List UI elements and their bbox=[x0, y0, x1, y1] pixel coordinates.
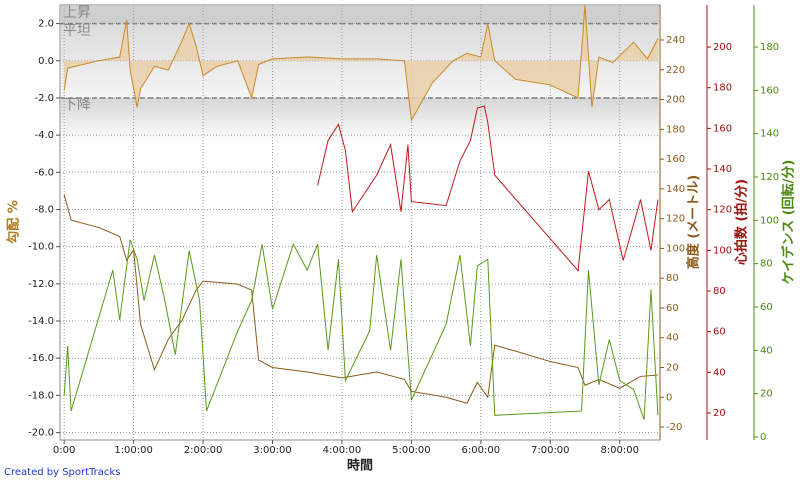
y2-tick-label: 80 bbox=[666, 273, 679, 284]
y3-tick-label: 60 bbox=[713, 327, 726, 338]
y3-tick-label: 80 bbox=[713, 286, 726, 297]
y3-tick-label: 160 bbox=[713, 123, 732, 134]
x-tick-label: 1:00:00 bbox=[114, 445, 153, 456]
y3-tick-label: 20 bbox=[713, 408, 726, 419]
zone-label: 下降 bbox=[63, 97, 91, 113]
y-tick-label: -2.0 bbox=[34, 93, 54, 104]
x-tick-label: 2:00:00 bbox=[184, 445, 223, 456]
y4-tick-label: 80 bbox=[760, 259, 773, 270]
y2-tick-label: 220 bbox=[666, 65, 685, 76]
y2-tick-label: 20 bbox=[666, 363, 679, 374]
y4-tick-label: 0 bbox=[760, 432, 766, 443]
y2-tick-label: 120 bbox=[666, 214, 685, 225]
zone-band bbox=[61, 97, 659, 143]
y2-tick-label: 160 bbox=[666, 154, 685, 165]
y-tick-label: -20.0 bbox=[28, 428, 54, 439]
y4-tick-label: 180 bbox=[760, 42, 779, 53]
y3-tick-label: 140 bbox=[713, 164, 732, 175]
y2-tick-label: 0 bbox=[666, 392, 672, 403]
y3-tick-label: 200 bbox=[713, 42, 732, 53]
y2-tick-label: 60 bbox=[666, 303, 679, 314]
y-tick-label: -4.0 bbox=[34, 130, 54, 141]
x-tick-label: 6:00:00 bbox=[462, 445, 501, 456]
y3-tick-label: 100 bbox=[713, 245, 732, 256]
y2-tick-label: 40 bbox=[666, 333, 679, 344]
y2-tick-label: 100 bbox=[666, 243, 685, 254]
credit-link[interactable]: Created by SportTracks bbox=[4, 467, 120, 478]
series-line bbox=[317, 105, 659, 272]
x-tick-label: 3:00:00 bbox=[253, 445, 292, 456]
y3-tick-label: 120 bbox=[713, 205, 732, 216]
y-tick-label: -18.0 bbox=[28, 390, 54, 401]
y2-tick-label: -20 bbox=[666, 422, 682, 433]
x-tick-label: 0:00 bbox=[53, 445, 75, 456]
y-tick-label: -12.0 bbox=[28, 279, 54, 290]
series-line bbox=[63, 194, 658, 404]
y-tick-label: -8.0 bbox=[34, 204, 54, 215]
zone-band bbox=[61, 6, 659, 24]
y2-tick-label: 240 bbox=[666, 35, 685, 46]
x-tick-label: 8:00:00 bbox=[600, 445, 639, 456]
y-tick-label: -16.0 bbox=[28, 353, 54, 364]
y2-tick-label: 140 bbox=[666, 184, 685, 195]
y4-tick-label: 140 bbox=[760, 129, 779, 140]
y3-axis-title: 心拍数 (拍/分) bbox=[734, 179, 750, 265]
series-line bbox=[63, 4, 659, 122]
y3-tick-label: 40 bbox=[713, 367, 726, 378]
y-tick-label: -10.0 bbox=[28, 242, 54, 253]
y-tick-label: 2.0 bbox=[38, 19, 54, 30]
y2-axis-title: 高度 (メートル) bbox=[686, 175, 702, 269]
zone-label: 平坦 bbox=[63, 23, 91, 39]
y-tick-label: 0.0 bbox=[38, 56, 54, 67]
y4-tick-label: 20 bbox=[760, 389, 773, 400]
y4-tick-label: 60 bbox=[760, 302, 773, 313]
y4-axis-title: ケイデンス (回転/分) bbox=[781, 160, 797, 285]
y-axis-title: 勾配 % bbox=[6, 200, 22, 244]
y2-tick-label: 200 bbox=[666, 95, 685, 106]
y-tick-label: -6.0 bbox=[34, 167, 54, 178]
y4-tick-label: 100 bbox=[760, 215, 779, 226]
zone-label: 上昇 bbox=[63, 5, 91, 21]
y4-tick-label: 40 bbox=[760, 345, 773, 356]
x-tick-label: 7:00:00 bbox=[531, 445, 570, 456]
x-tick-label: 5:00:00 bbox=[392, 445, 431, 456]
grade-area bbox=[64, 5, 658, 121]
y3-tick-label: 180 bbox=[713, 83, 732, 94]
y2-tick-label: 180 bbox=[666, 124, 685, 135]
y4-tick-label: 160 bbox=[760, 85, 779, 96]
y-tick-label: -14.0 bbox=[28, 316, 54, 327]
y4-tick-label: 120 bbox=[760, 172, 779, 183]
x-axis-title: 時間 bbox=[347, 458, 373, 474]
series-line bbox=[63, 239, 659, 420]
x-tick-label: 4:00:00 bbox=[323, 445, 362, 456]
